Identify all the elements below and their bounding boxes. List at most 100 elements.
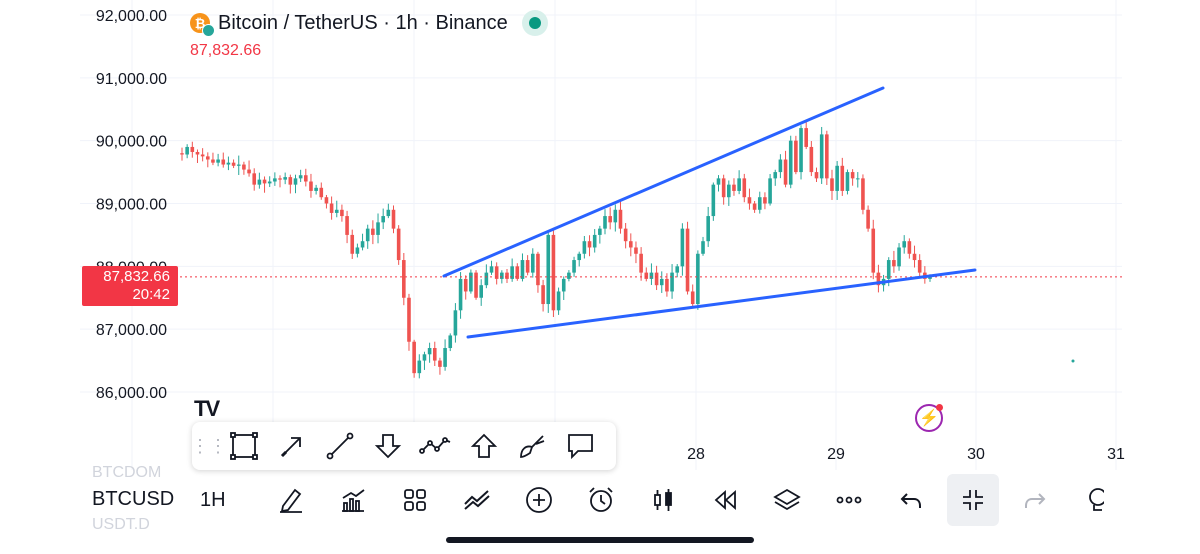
- candle: [371, 220, 375, 245]
- candle-body: [690, 291, 695, 305]
- candle-body: [649, 272, 654, 279]
- price-axis-tag: 87,832.66 20:42: [82, 266, 178, 306]
- replay-icon[interactable]: [694, 474, 756, 526]
- market-open-status-icon: [521, 10, 548, 36]
- candle: [598, 225, 602, 244]
- candle: [850, 169, 855, 186]
- candle: [376, 213, 380, 244]
- symbol-title: Bitcoin / TetherUS · 1h · Binance: [218, 11, 508, 34]
- add-icon[interactable]: [508, 474, 570, 526]
- drawing-pen-icon[interactable]: [260, 474, 322, 526]
- chart-type-icon[interactable]: [632, 474, 694, 526]
- candle: [608, 207, 612, 230]
- candle-body: [629, 241, 633, 248]
- candle-body: [670, 272, 674, 292]
- candle-body: [185, 146, 189, 155]
- chart-grid: [80, 0, 1122, 470]
- interval-button[interactable]: 1H: [200, 488, 226, 511]
- redo-icon[interactable]: [1004, 474, 1066, 526]
- idea-icon[interactable]: [1066, 474, 1104, 526]
- indicators-icon[interactable]: [322, 474, 384, 526]
- undo-icon[interactable]: [880, 474, 942, 526]
- more-icon[interactable]: [818, 474, 880, 526]
- candle-body: [195, 151, 200, 155]
- arrow-marker-up-icon[interactable]: [460, 422, 508, 470]
- candle-body: [200, 154, 205, 157]
- trend-line-icon[interactable]: [316, 422, 364, 470]
- candle: [247, 160, 251, 177]
- candle-body: [267, 181, 272, 184]
- candle-body: [917, 260, 922, 273]
- candle-body: [855, 178, 860, 180]
- candle: [242, 161, 246, 175]
- candle-body: [309, 181, 313, 191]
- candle-body: [329, 203, 334, 213]
- candle: [819, 126, 824, 184]
- candle: [902, 235, 907, 254]
- candle-body: [536, 253, 540, 286]
- candle: [706, 206, 710, 247]
- candle-body: [350, 234, 355, 254]
- rectangle-icon[interactable]: [220, 422, 268, 470]
- candle: [525, 255, 530, 276]
- candle: [654, 265, 659, 291]
- candle: [510, 258, 514, 282]
- callout-icon[interactable]: [556, 422, 604, 470]
- drag-handle-icon[interactable]: ⋮⋮: [191, 435, 227, 456]
- candle-body: [567, 272, 571, 279]
- candle-body: [598, 228, 602, 235]
- arrow-icon[interactable]: [268, 422, 316, 470]
- alert-icon[interactable]: [570, 474, 632, 526]
- candle-body: [345, 216, 349, 235]
- candle: [463, 275, 468, 300]
- candle-body: [365, 228, 370, 242]
- current-symbol[interactable]: BTCUSD: [92, 488, 175, 510]
- candle: [205, 152, 210, 168]
- candle: [892, 250, 896, 273]
- path-icon[interactable]: [412, 422, 460, 470]
- candle-body: [825, 134, 829, 179]
- candle-body: [587, 241, 592, 248]
- layers-icon[interactable]: [756, 474, 818, 526]
- candle-body: [314, 187, 318, 191]
- candle-body: [608, 216, 612, 223]
- candle: [314, 184, 318, 195]
- candle: [840, 157, 845, 196]
- chart-header[interactable]: ₿ Bitcoin / TetherUS · 1h · Binance: [190, 10, 548, 37]
- arrow-marker-down-icon[interactable]: [364, 422, 412, 470]
- symbol-switcher[interactable]: BTCDOM BTCUSD USDT.D: [80, 464, 180, 533]
- candle: [670, 264, 674, 299]
- candle-body: [871, 228, 876, 273]
- compare-icon[interactable]: [446, 474, 508, 526]
- candle-body: [716, 178, 721, 185]
- candle: [438, 357, 442, 375]
- next-symbol[interactable]: USDT.D: [92, 516, 150, 533]
- candle-body: [592, 234, 597, 248]
- lightning-icon[interactable]: ⚡: [915, 404, 943, 432]
- prev-symbol[interactable]: BTCDOM: [92, 464, 162, 481]
- candle: [541, 279, 545, 312]
- candle: [783, 150, 788, 188]
- candle-body: [876, 272, 881, 286]
- candle-body: [654, 272, 659, 286]
- candle: [200, 148, 205, 162]
- candle-body: [479, 285, 483, 298]
- candle: [788, 135, 793, 189]
- candle: [443, 339, 447, 371]
- candle: [876, 264, 881, 293]
- candle-body: [205, 156, 210, 160]
- tradingview-logo-icon: TV: [194, 396, 220, 421]
- templates-icon[interactable]: [384, 474, 446, 526]
- candle-body: [489, 266, 494, 273]
- exit-fullscreen-icon[interactable]: [947, 474, 999, 526]
- candle-body: [324, 197, 329, 204]
- brush-icon[interactable]: [508, 422, 556, 470]
- candle: [721, 174, 726, 205]
- candle: [809, 141, 814, 177]
- candle: [830, 169, 834, 200]
- candle: [231, 159, 236, 169]
- candle-body: [242, 164, 246, 170]
- candle: [825, 130, 829, 185]
- candle-body: [752, 203, 757, 210]
